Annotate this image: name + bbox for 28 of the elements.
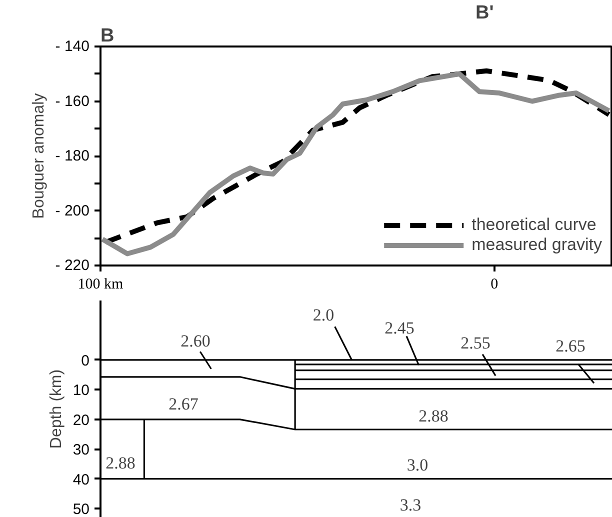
annotation: 2.45 [384, 318, 414, 338]
y-tick-label: 50 [72, 501, 90, 517]
y-tick-label: - 220 [55, 257, 90, 274]
annotation: 3.3 [400, 496, 422, 514]
y-tick-label: 20 [72, 412, 90, 429]
y-tick-label: 40 [72, 471, 90, 488]
y-tick-label: - 160 [55, 92, 90, 110]
y-tick-label: 10 [72, 382, 90, 400]
legend-label: measured gravity [472, 235, 602, 255]
y-tick-label: 0 [81, 352, 90, 370]
annotation: 2.88 [418, 406, 448, 426]
annotation: 3.0 [406, 456, 428, 474]
text: B [100, 26, 114, 46]
annotation: 2.88 [106, 454, 136, 472]
legend-label: theoretical curve [472, 215, 596, 235]
y-tick-label: - 140 [55, 38, 90, 55]
y-tick-label: - 180 [55, 148, 90, 164]
annotation: 2.55 [460, 334, 490, 352]
annotation: 2.67 [168, 394, 199, 414]
annotation: 2.65 [556, 336, 586, 356]
y-tick-label: 30 [72, 442, 90, 459]
annotation: 2.0 [312, 306, 334, 324]
annotation: 2.60 [180, 332, 210, 350]
y-axis-title: Bouguer anomaly [30, 93, 48, 219]
text: B' [476, 2, 494, 24]
y-tick-label: - 200 [55, 202, 90, 220]
y-axis-title: Depth (km) [48, 369, 65, 449]
x-tick-label: 100 km [78, 276, 124, 292]
